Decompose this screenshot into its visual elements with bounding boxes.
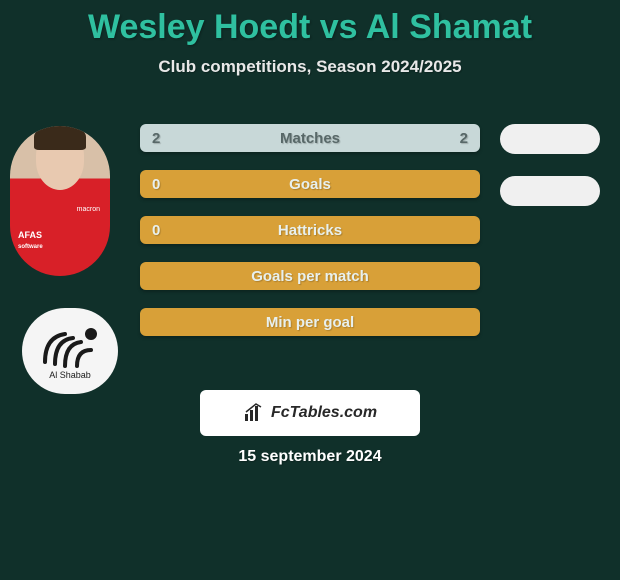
player-right-avatar-2 — [500, 176, 600, 206]
page-title: Wesley Hoedt vs Al Shamat — [0, 0, 620, 47]
stat-label: Goals per match — [140, 268, 480, 285]
jersey-sponsor-sub: software — [18, 244, 43, 250]
chart-icon — [243, 402, 265, 424]
attribution-text: FcTables.com — [271, 404, 377, 422]
attribution-badge: FcTables.com — [200, 390, 420, 436]
stat-bar: Goals per match — [140, 262, 480, 290]
club-left-logo: Al Shabab — [22, 308, 118, 394]
stat-bar: Min per goal — [140, 308, 480, 336]
jersey-sponsor-main: AFAS — [18, 230, 42, 240]
stat-left-value: 0 — [152, 176, 160, 193]
stat-left-value: 0 — [152, 222, 160, 239]
stat-label: Goals — [140, 176, 480, 193]
player-left-portrait: AFAS software macron — [10, 126, 110, 276]
jersey-brand: macron — [77, 206, 100, 213]
stat-label: Matches — [140, 130, 480, 147]
stat-label: Hattricks — [140, 222, 480, 239]
stat-label: Min per goal — [140, 314, 480, 331]
stat-left-value: 2 — [152, 130, 160, 147]
stat-bars: 2Matches20Goals0HattricksGoals per match… — [140, 124, 480, 354]
stat-bar: 0Hattricks — [140, 216, 480, 244]
page-subtitle: Club competitions, Season 2024/2025 — [0, 57, 620, 77]
player-left-avatar: AFAS software macron — [10, 126, 110, 276]
stat-bar: 0Goals — [140, 170, 480, 198]
shabab-icon — [35, 322, 105, 372]
jersey-sponsor: AFAS software — [18, 230, 43, 250]
date-text: 15 september 2024 — [0, 448, 620, 466]
stat-right-value: 2 — [460, 130, 468, 147]
comparison-infographic: Wesley Hoedt vs Al Shamat Club competiti… — [0, 0, 620, 580]
player-right-avatar-1 — [500, 124, 600, 154]
stat-bar: 2Matches2 — [140, 124, 480, 152]
